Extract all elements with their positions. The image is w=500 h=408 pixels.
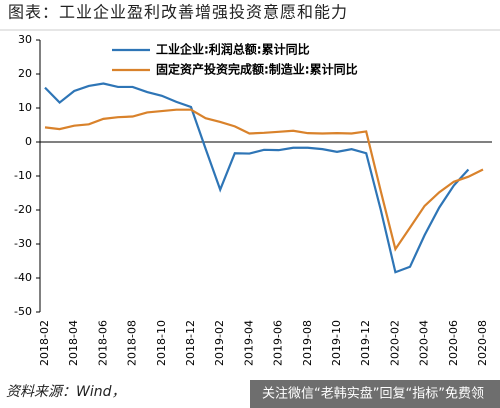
x-tick-label: 2018-06 bbox=[96, 320, 109, 366]
legend-label: 固定资产投资完成额:制造业:累计同比 bbox=[156, 62, 358, 77]
y-tick-label: -50 bbox=[14, 305, 32, 318]
x-tick-label: 2020-06 bbox=[447, 320, 460, 366]
x-tick-label: 2019-10 bbox=[330, 320, 343, 366]
x-tick-label: 2018-10 bbox=[155, 320, 168, 366]
y-tick-label: -40 bbox=[14, 271, 32, 284]
y-tick-label: -20 bbox=[14, 203, 32, 216]
x-tick-label: 2018-08 bbox=[126, 320, 139, 366]
y-tick-label: -10 bbox=[14, 169, 32, 182]
legend-label: 工业企业:利润总额:累计同比 bbox=[156, 42, 310, 57]
y-tick-label: 20 bbox=[18, 67, 32, 80]
watermark-bg bbox=[250, 380, 500, 408]
x-tick-label: 2019-02 bbox=[213, 320, 226, 366]
x-tick-label: 2019-04 bbox=[242, 320, 255, 366]
x-tick-label: 2018-12 bbox=[184, 320, 197, 366]
x-tick-label: 2020-04 bbox=[418, 320, 431, 366]
chart-title: 图表：工业企业盈利改善增强投资意愿和能力 bbox=[8, 3, 348, 22]
x-tick-label: 2019-08 bbox=[301, 320, 314, 366]
series-line bbox=[44, 108, 484, 252]
x-tick-label: 2020-02 bbox=[388, 320, 401, 366]
x-tick-label: 2020-08 bbox=[476, 320, 489, 366]
source-note: 资料来源：Wind， bbox=[6, 384, 126, 400]
y-tick-label: 0 bbox=[25, 135, 32, 148]
series-line bbox=[44, 82, 470, 274]
y-tick-label: 10 bbox=[18, 101, 32, 114]
x-tick-label: 2018-02 bbox=[38, 320, 51, 366]
y-tick-label: 30 bbox=[18, 33, 32, 46]
y-tick-label: -30 bbox=[14, 237, 32, 250]
x-tick-label: 2019-12 bbox=[359, 320, 372, 366]
x-tick-label: 2018-04 bbox=[67, 320, 80, 366]
x-tick-label: 2019-06 bbox=[272, 320, 285, 366]
watermark: 关注微信“老韩实盘”回复“指标”免费领 bbox=[262, 386, 484, 402]
